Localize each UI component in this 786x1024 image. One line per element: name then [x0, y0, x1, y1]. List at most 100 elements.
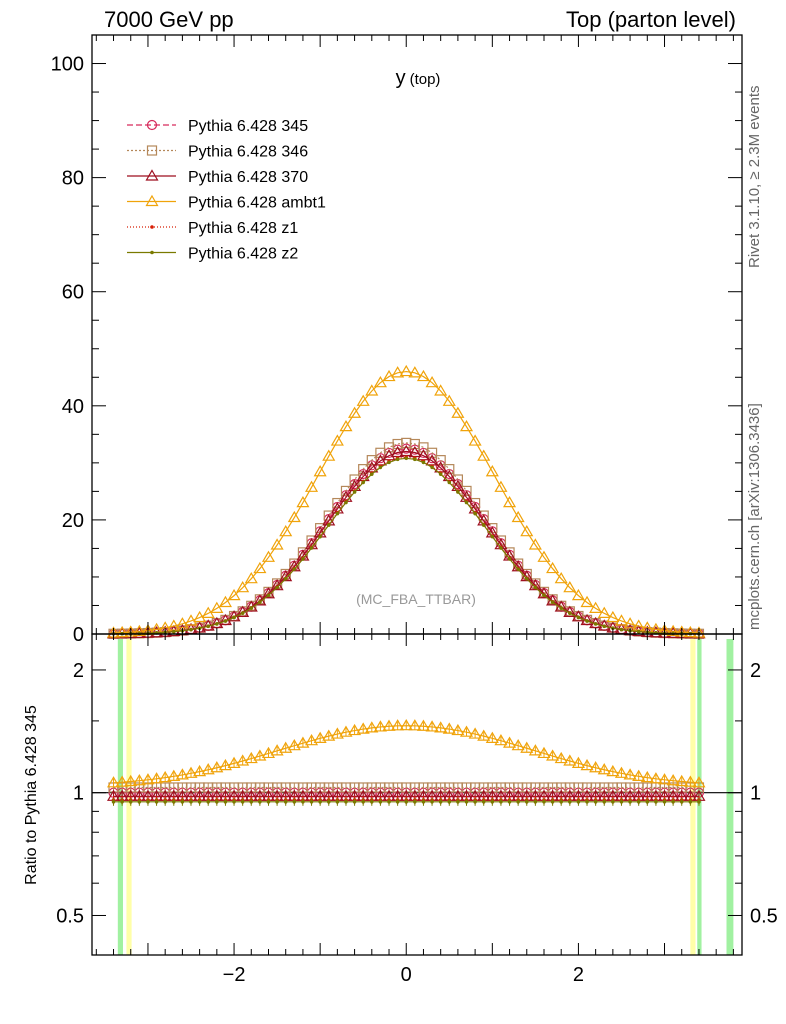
- data-point: [442, 394, 456, 406]
- ratio-point: [520, 741, 534, 753]
- legend-label: Pythia 6.428 370: [188, 169, 308, 186]
- data-point: [559, 606, 564, 610]
- data-point: [322, 449, 336, 461]
- legend-label: Pythia 6.428 ambt1: [188, 195, 326, 212]
- legend: Pythia 6.428 345 Pythia 6.428 346 Pythia 6…: [127, 118, 326, 263]
- ratio-point: [503, 736, 517, 748]
- ratio-point: [361, 799, 365, 804]
- ratio-point: [128, 799, 133, 804]
- ratio-point: [348, 723, 362, 736]
- data-point: [619, 627, 624, 632]
- data-point: [296, 495, 310, 508]
- data-point: [568, 611, 572, 615]
- data-point: [270, 538, 284, 550]
- ratio-point: [399, 718, 413, 731]
- ratio-point: [434, 721, 448, 733]
- data-point: [533, 585, 538, 590]
- data-point: [542, 593, 546, 598]
- data-point: [391, 366, 405, 378]
- data-point: [426, 447, 438, 458]
- data-point: [550, 600, 555, 604]
- data-point: [623, 617, 637, 629]
- axis-ticks: [92, 35, 742, 956]
- ratio-point: [481, 799, 486, 804]
- ratio-point: [628, 799, 632, 804]
- ratio-ytick-label-right: 2: [750, 660, 761, 682]
- ratio-point: [447, 799, 452, 804]
- data-point: [352, 490, 357, 494]
- data-point: [292, 567, 297, 572]
- data-point: [387, 460, 391, 465]
- data-point: [546, 561, 560, 574]
- ratio-point: [197, 799, 202, 804]
- data-point: [666, 626, 680, 638]
- ratio-point: [675, 774, 689, 787]
- data-point: [459, 419, 474, 432]
- ratio-point: [692, 776, 706, 788]
- series-0: [108, 443, 705, 798]
- ratio-point: [270, 744, 284, 756]
- data-point: [344, 500, 348, 505]
- data-point: [602, 624, 607, 629]
- ratio-point: [679, 799, 684, 804]
- data-point: [210, 601, 224, 613]
- plot-frames: [91, 34, 743, 956]
- data-point: [365, 384, 379, 396]
- ratio-point: [640, 770, 654, 783]
- ratio-point: [421, 799, 426, 804]
- ratio-point: [413, 799, 417, 804]
- legend-entry-0: Pythia 6.428 345: [127, 118, 308, 135]
- ratio-point: [593, 799, 598, 804]
- ratio-point: [537, 746, 551, 759]
- legend-entry-1: Pythia 6.428 346: [127, 144, 308, 161]
- ratio-point: [175, 768, 189, 780]
- data-point: [326, 523, 331, 527]
- ratio-point: [275, 799, 279, 804]
- ratio-point: [611, 799, 615, 804]
- legend-entry-4: Pythia 6.428 z1: [127, 220, 298, 237]
- ratio-point: [132, 774, 146, 786]
- ratio-point: [249, 799, 254, 804]
- ratio-point: [304, 733, 319, 746]
- ratio-point: [141, 773, 155, 785]
- data-point: [304, 480, 319, 492]
- data-point: [348, 406, 362, 418]
- ratio-point: [602, 799, 607, 804]
- ratio-point: [649, 772, 663, 784]
- ratio-point: [232, 799, 236, 804]
- ratio-point: [106, 776, 121, 788]
- ratio-point: [511, 738, 525, 751]
- ratio-frame: [91, 633, 743, 956]
- legend-entry-3: Pythia 6.428 ambt1: [127, 195, 326, 212]
- data-point: [261, 550, 276, 562]
- legend-label: Pythia 6.428 z2: [188, 246, 298, 263]
- data-point: [240, 611, 245, 615]
- ratio-point: [201, 763, 215, 775]
- ratio-point: [335, 799, 340, 804]
- legend-entry-2: Pythia 6.428 370: [127, 169, 308, 186]
- ratio-point: [313, 731, 327, 743]
- ratio-point: [559, 799, 564, 804]
- ratio-point: [218, 758, 232, 771]
- legend-label: Pythia 6.428 346: [188, 144, 308, 161]
- plot-title: y (top): [396, 67, 441, 89]
- ratio-point: [456, 799, 460, 804]
- header-right: Top (parton level): [566, 7, 736, 32]
- data-point: [666, 624, 680, 637]
- data-point: [339, 419, 353, 432]
- data-point: [580, 595, 594, 608]
- data-point: [258, 600, 262, 604]
- data-point: [468, 434, 482, 446]
- ratio-point: [206, 799, 211, 804]
- ratio-point: [459, 725, 474, 737]
- ratio-point: [150, 772, 164, 784]
- legend-marker: [150, 225, 154, 229]
- ratio-point: [468, 727, 482, 739]
- data-point: [452, 474, 463, 485]
- ratio-point: [568, 799, 572, 804]
- series-curves: [92, 364, 742, 806]
- ratio-point: [236, 754, 250, 766]
- ratio-point: [193, 764, 207, 777]
- ratio-point: [666, 774, 680, 786]
- mcplots-label: mcplots.cern.ch [arXiv:1306.3436]: [746, 403, 763, 630]
